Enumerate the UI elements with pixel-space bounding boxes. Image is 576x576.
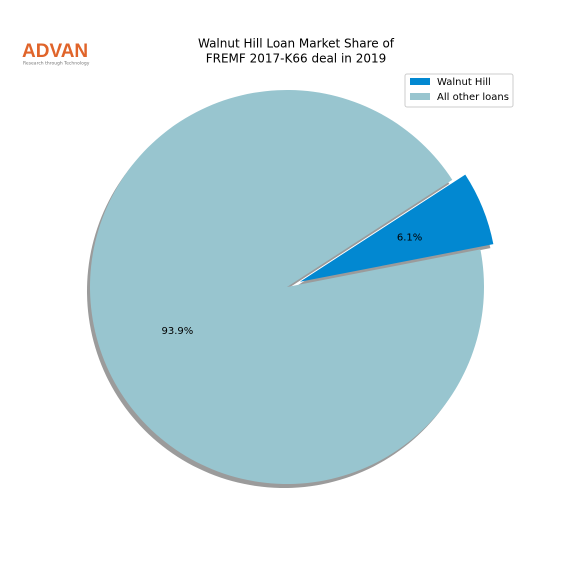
legend-label: Walnut Hill [437,77,491,88]
legend: Walnut Hill All other loans [404,73,514,108]
pie: 6.1% 93.9% [86,89,494,488]
data-label: 6.1% [397,233,422,244]
chart-title: FREMF 2017-K66 deal in 2019 [206,52,387,66]
chart-title: Walnut Hill Loan Market Share of [198,37,395,51]
legend-label: All other loans [437,92,509,103]
logo: ADVAN [22,41,88,62]
legend-swatch [410,93,430,100]
wedge [90,89,484,484]
wedge [299,174,494,282]
legend-swatch [410,78,430,85]
legend-box [404,73,514,108]
data-label: 93.9% [162,326,194,337]
logo-tagline: Research through Technology [23,61,90,67]
